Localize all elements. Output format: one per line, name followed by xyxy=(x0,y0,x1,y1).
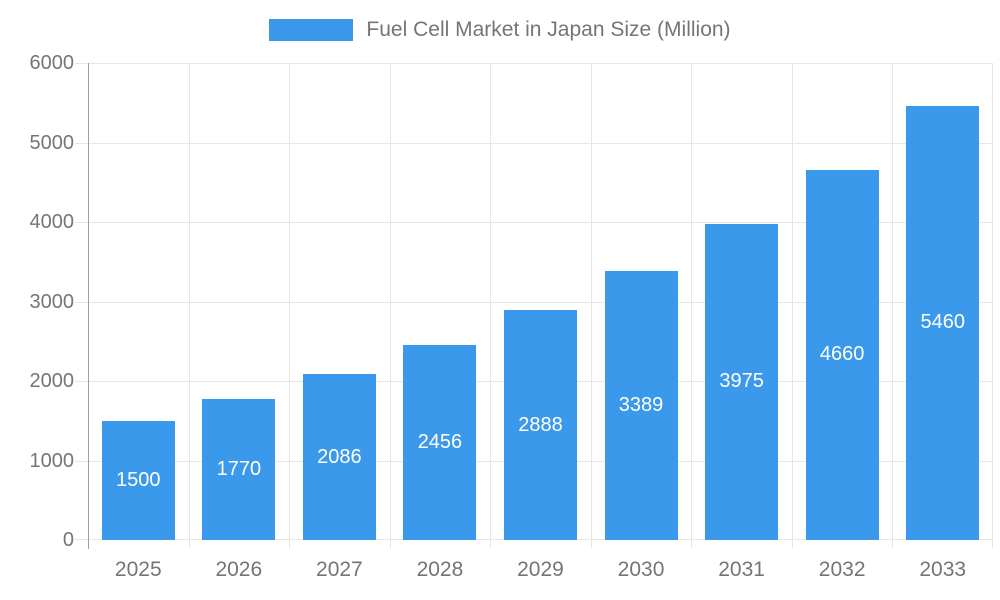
bar: 5460 xyxy=(906,105,980,540)
bar-value-label: 4660 xyxy=(819,343,865,366)
x-axis-tick xyxy=(389,540,391,548)
bar-value-label: 1500 xyxy=(116,468,161,491)
y-axis-tick-label: 4000 xyxy=(29,211,75,233)
x-axis-tick-label: 2027 xyxy=(316,558,363,581)
x-axis-tick-label: 2028 xyxy=(416,558,464,581)
y-axis-tick xyxy=(75,460,88,462)
y-axis-line xyxy=(88,63,89,549)
bar: 2888 xyxy=(504,310,577,540)
x-axis-tick xyxy=(691,540,693,548)
x-axis-tick xyxy=(490,540,492,548)
x-axis-tick-label: 2033 xyxy=(919,558,967,581)
bar-value-label: 1770 xyxy=(216,458,262,481)
bar: 1770 xyxy=(202,399,276,540)
gridline-vertical xyxy=(892,63,894,540)
bar: 3975 xyxy=(705,223,779,540)
y-axis-tick xyxy=(75,222,88,223)
y-axis-tick-label: 6000 xyxy=(29,52,75,74)
y-axis-tick-label: 2000 xyxy=(29,370,75,392)
gridline-horizontal xyxy=(88,63,993,64)
gridline-horizontal xyxy=(88,142,993,144)
bar: 2456 xyxy=(403,344,477,540)
x-axis-tick xyxy=(590,540,592,548)
bar: 4660 xyxy=(805,169,879,540)
y-axis-tick-label: 5000 xyxy=(29,131,75,154)
x-axis-tick-label: 2030 xyxy=(617,558,665,581)
x-axis-tick-label: 2025 xyxy=(114,558,162,581)
gridline-vertical xyxy=(289,63,291,540)
gridline-vertical xyxy=(992,63,993,540)
y-axis-tick-label: 3000 xyxy=(29,290,75,313)
bar-value-label: 2888 xyxy=(518,413,563,436)
bar-value-label: 3975 xyxy=(719,370,764,393)
gridline-horizontal xyxy=(88,222,993,223)
x-axis-tick-label: 2032 xyxy=(818,558,866,581)
plot-area: 1500 1770 2086 2456 2888 3389 3975 4660 5460 xyxy=(88,63,993,548)
gridline-horizontal xyxy=(88,301,993,303)
y-axis-tick xyxy=(75,381,88,382)
x-axis-tick xyxy=(992,540,993,548)
bar: 2086 xyxy=(302,374,376,540)
bar: 3389 xyxy=(604,270,678,540)
gridline-vertical xyxy=(490,63,492,540)
bar-value-label: 2456 xyxy=(417,430,463,453)
x-axis-tick-label: 2029 xyxy=(517,558,564,581)
gridline-vertical xyxy=(590,63,592,540)
y-axis-tick xyxy=(75,539,88,540)
gridline-vertical xyxy=(691,63,693,540)
y-axis-tick xyxy=(75,142,88,144)
x-axis-tick xyxy=(892,540,894,548)
y-axis-tick-label: 0 xyxy=(62,529,74,551)
chart-legend[interactable]: Fuel Cell Market in Japan Size (Million) xyxy=(0,18,1000,42)
legend-swatch xyxy=(269,19,354,41)
x-axis-tick-label: 2031 xyxy=(718,558,765,581)
bar-value-label: 2086 xyxy=(317,445,362,468)
x-axis-tick-label: 2026 xyxy=(215,558,263,581)
bar-value-label: 5460 xyxy=(920,311,965,334)
x-axis-tick xyxy=(791,540,793,548)
y-axis-tick xyxy=(75,301,88,303)
gridline-vertical xyxy=(188,63,190,540)
x-axis-tick xyxy=(188,540,190,548)
y-axis-tick xyxy=(75,63,88,64)
legend-label: Fuel Cell Market in Japan Size (Million) xyxy=(366,18,731,41)
bar-value-label: 3389 xyxy=(618,393,664,416)
y-axis-tick-label: 1000 xyxy=(29,449,75,472)
bar: 1500 xyxy=(101,420,175,540)
gridline-vertical xyxy=(791,63,793,540)
gridline-vertical xyxy=(389,63,391,540)
x-axis-tick xyxy=(289,540,291,548)
